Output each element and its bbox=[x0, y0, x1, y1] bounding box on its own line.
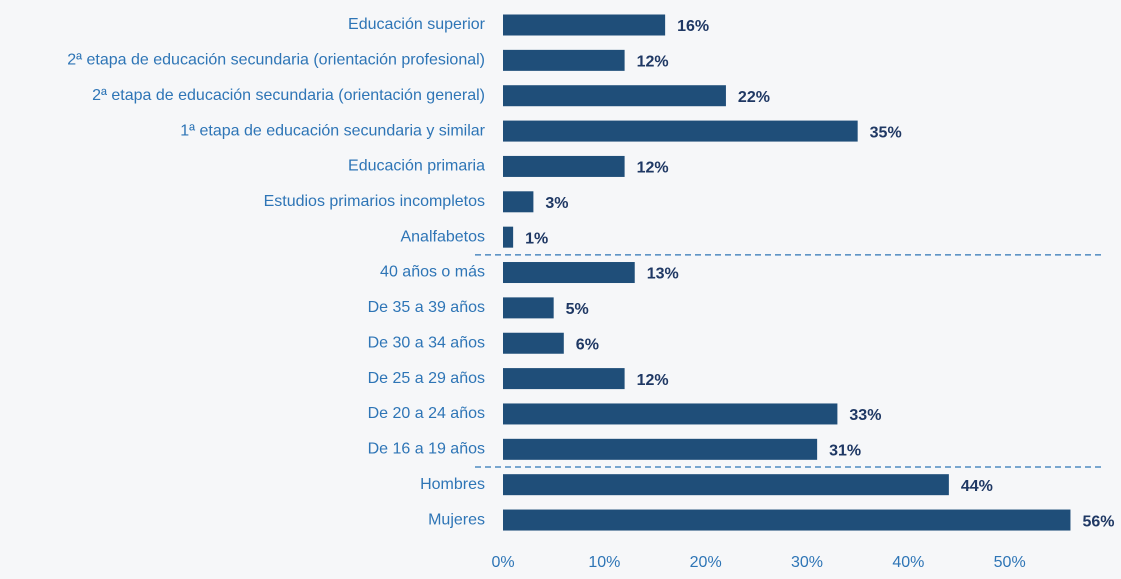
y-tick-label: 1ª etapa de educación secundaria y simil… bbox=[180, 122, 485, 139]
x-tick-label: 0% bbox=[491, 554, 514, 571]
x-tick-label: 10% bbox=[588, 554, 620, 571]
y-tick-label: De 35 a 39 años bbox=[368, 299, 485, 316]
y-tick-label: 2ª etapa de educación secundaria (orient… bbox=[67, 52, 485, 69]
value-label: 6% bbox=[576, 336, 599, 353]
bar bbox=[503, 14, 666, 36]
value-label: 12% bbox=[637, 54, 669, 71]
value-label: 16% bbox=[677, 18, 709, 35]
bar bbox=[503, 262, 635, 284]
bar bbox=[503, 368, 625, 390]
y-tick-label: 40 años o más bbox=[380, 264, 485, 281]
bar bbox=[503, 474, 949, 496]
y-tick-label: De 20 a 24 años bbox=[368, 405, 485, 422]
value-label: 3% bbox=[545, 195, 568, 212]
bar bbox=[503, 120, 858, 142]
bar bbox=[503, 297, 554, 319]
y-tick-label: Estudios primarios incompletos bbox=[264, 193, 485, 210]
value-label: 33% bbox=[849, 407, 881, 424]
x-tick-label: 20% bbox=[690, 554, 722, 571]
y-tick-label: De 16 a 19 años bbox=[368, 441, 485, 458]
x-tick-label: 50% bbox=[994, 554, 1026, 571]
bar bbox=[503, 438, 818, 460]
y-tick-label: Educación primaria bbox=[348, 158, 485, 175]
y-tick-label: De 25 a 29 años bbox=[368, 370, 485, 387]
y-tick-label: 2ª etapa de educación secundaria (orient… bbox=[92, 87, 485, 104]
x-tick-label: 30% bbox=[791, 554, 823, 571]
bar bbox=[503, 226, 514, 248]
bar bbox=[503, 49, 625, 71]
bar bbox=[503, 403, 838, 425]
y-tick-label: Mujeres bbox=[428, 511, 485, 528]
bar bbox=[503, 191, 534, 213]
value-label: 22% bbox=[738, 89, 770, 106]
value-label: 13% bbox=[647, 266, 679, 283]
value-label: 12% bbox=[637, 160, 669, 177]
y-tick-label: Hombres bbox=[420, 476, 485, 493]
bar bbox=[503, 85, 726, 107]
value-label: 56% bbox=[1082, 513, 1114, 530]
y-tick-label: De 30 a 34 años bbox=[368, 334, 485, 351]
value-label: 12% bbox=[637, 372, 669, 389]
bar bbox=[503, 155, 625, 177]
value-label: 31% bbox=[829, 443, 861, 460]
bar bbox=[503, 332, 564, 354]
value-label: 5% bbox=[566, 301, 589, 318]
value-label: 1% bbox=[525, 230, 548, 247]
bar bbox=[503, 509, 1071, 531]
value-label: 44% bbox=[961, 478, 993, 495]
x-tick-label: 40% bbox=[892, 554, 924, 571]
y-tick-label: Educación superior bbox=[348, 16, 486, 33]
value-label: 35% bbox=[870, 124, 902, 141]
y-tick-label: Analfabetos bbox=[400, 228, 485, 245]
